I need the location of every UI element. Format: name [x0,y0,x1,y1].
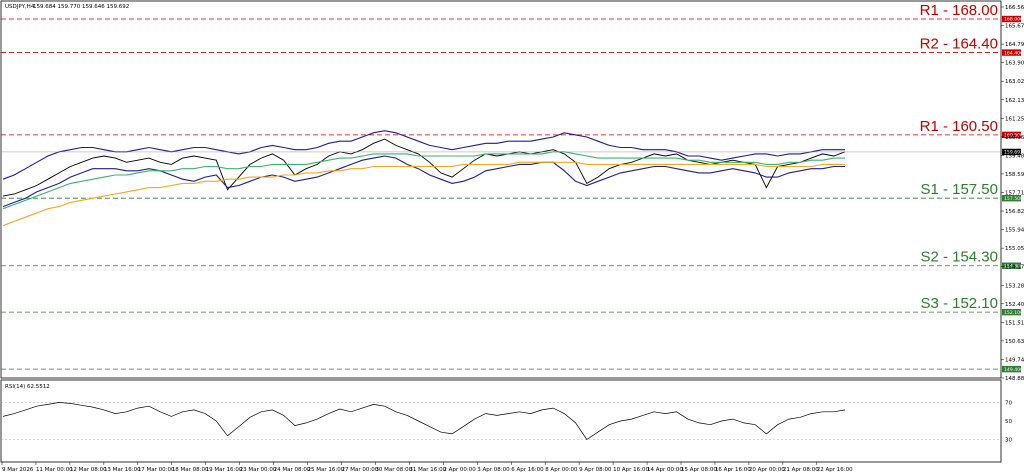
rsi-header: RSI(14) 62.5512 [5,384,50,390]
time-tick-label: 8 Apr 00:00 [545,467,578,473]
price-tick-label: 153.285 [1005,283,1024,289]
time-tick-label: 30 Mar 08:00 [375,467,412,473]
level-price-tag [1002,194,1021,202]
level-price-tag [1002,15,1021,23]
time-tick-label: 18 Mar 08:00 [172,467,209,473]
time-tick-label: 9 Apr 08:00 [579,467,612,473]
time-tick-label: 14 Apr 00:00 [647,467,683,473]
series-line [2,138,846,197]
price-tick-label: 163.020 [1005,79,1024,85]
rsi-tick-label: 30 [1005,438,1012,444]
price-tick-label: 154.170 [1005,265,1024,271]
chart-header-values: 159.684 159.770 159.646 159.692 [33,4,129,10]
price-tick-label: 157.710 [1005,191,1024,197]
level-price-tag [1002,49,1021,56]
time-tick-label: 6 Apr 16:00 [511,467,544,473]
price-tick-label: 164.790 [1005,42,1024,48]
rsi-tick-label: 50 [1005,419,1012,425]
chart-header-symbol: USDJPY,H4 [5,4,35,10]
price-tick-label: 156.825 [1005,209,1024,215]
time-tick-label: 25 Mar 16:00 [308,467,345,473]
price-tick-label: 155.055 [1005,246,1024,252]
price-tick-label: 148.885 [1005,376,1024,382]
price-tick-label: 150.630 [1005,339,1024,345]
level-label: S2 - 154.30 [920,249,998,266]
price-tick-label: 151.515 [1005,320,1024,326]
current-price-tag [1002,148,1021,156]
price-tick-label: 163.905 [1005,61,1024,67]
time-tick-label: 3 Apr 08:00 [477,467,510,473]
price-tick-label: 152.400 [1005,302,1024,308]
time-tick-label: 13 Mar 16:00 [104,467,141,473]
level-price-tag-text: 157.500 [1004,196,1023,202]
time-tick-label: 21 Apr 08:00 [783,467,819,473]
level-price-tag [1002,308,1021,316]
time-tick-label: 31 Mar 16:00 [409,467,446,473]
level-price-tag [1002,131,1021,139]
level-price-tag [1002,262,1021,269]
series-line [2,155,845,208]
rsi-tick-label: 70 [1005,401,1012,407]
price-tick-label: 162.135 [1005,98,1024,104]
price-tick-label: 166.560 [1005,5,1024,11]
level-label: R2 - 164.40 [920,36,998,53]
time-tick-label: 9 Mar 2026 [2,467,34,473]
price-tick-label: 149.745 [1005,357,1024,363]
level-label: S1 - 157.50 [920,181,998,198]
level-price-tag-text: 152.100 [1004,310,1023,316]
time-tick-label: 16 Apr 16:00 [715,467,751,473]
level-price-tag-text: 164.400 [1004,50,1023,56]
time-tick-label: 17 Mar 00:00 [138,467,175,473]
price-tick-label: 161.250 [1005,116,1024,122]
time-tick-label: 20 Apr 00:00 [749,467,785,473]
price-tick-label: 159.480 [1005,153,1024,159]
price-tick-label: 160.365 [1005,135,1024,141]
price-tick-label: 158.595 [1005,172,1024,178]
level-price-tag-text: 154.300 [1004,263,1023,269]
level-price-tag [1002,365,1021,373]
main-plot-frame [0,0,1002,379]
level-price-tag-text: 149.400 [1004,367,1023,373]
rsi-plot-frame [0,379,1002,463]
series-line [2,151,845,210]
current-price-tag-text: 159.692 [1004,150,1023,156]
time-tick-label: 12 Mar 08:00 [70,467,107,473]
time-tick-label: 15 Apr 08:00 [681,467,717,473]
rsi-line [2,402,846,440]
time-tick-label: 22 Apr 16:00 [817,467,853,473]
level-label: S3 - 152.10 [920,295,998,312]
level-price-tag-text: 160.500 [1004,133,1023,139]
price-tick-label: 165.675 [1005,24,1024,30]
time-tick-label: 11 Mar 00:00 [36,467,73,473]
series-line [2,130,845,180]
time-tick-label: 19 Mar 16:00 [206,467,243,473]
level-price-tag-text: 168.000 [1004,17,1023,23]
level-label: R1 - 160.50 [920,118,998,135]
price-tick-label: 155.940 [1005,228,1024,234]
time-tick-label: 27 Mar 00:00 [342,467,379,473]
time-tick-label: 23 Mar 00:00 [240,467,277,473]
level-label: R1 - 168.00 [920,2,998,19]
series-line [2,161,845,227]
time-tick-label: 10 Apr 16:00 [613,467,649,473]
time-tick-label: 2 Apr 00:00 [443,467,476,473]
time-tick-label: 24 Mar 08:00 [274,467,311,473]
